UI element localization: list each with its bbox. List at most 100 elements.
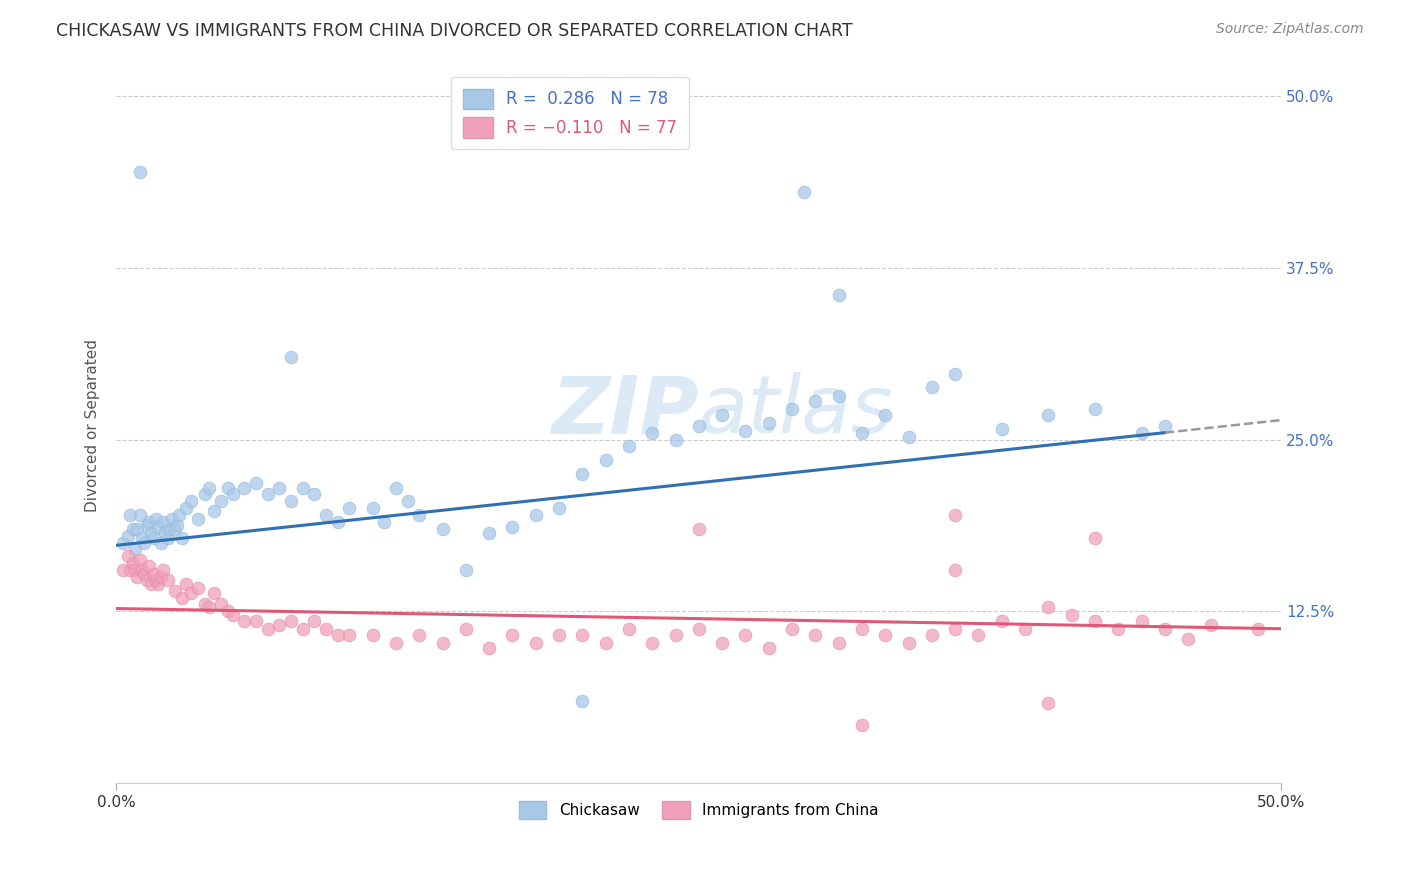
Point bbox=[159, 522, 181, 536]
Point bbox=[595, 453, 617, 467]
Point bbox=[1084, 614, 1107, 628]
Point bbox=[943, 367, 966, 381]
Point bbox=[280, 350, 302, 364]
Point bbox=[315, 508, 337, 522]
Point bbox=[315, 622, 337, 636]
Point bbox=[128, 164, 150, 178]
Point bbox=[120, 508, 142, 522]
Point bbox=[148, 576, 170, 591]
Point bbox=[524, 508, 547, 522]
Point bbox=[194, 487, 217, 501]
Point bbox=[124, 563, 146, 577]
Point bbox=[194, 598, 217, 612]
Point bbox=[145, 512, 167, 526]
Point bbox=[141, 525, 163, 540]
Point bbox=[187, 581, 209, 595]
Point bbox=[163, 583, 186, 598]
Text: atlas: atlas bbox=[699, 373, 894, 450]
Point bbox=[478, 641, 501, 656]
Point bbox=[127, 522, 149, 536]
Text: Source: ZipAtlas.com: Source: ZipAtlas.com bbox=[1216, 22, 1364, 37]
Point bbox=[711, 636, 734, 650]
Point bbox=[291, 481, 314, 495]
Point bbox=[454, 563, 477, 577]
Point bbox=[1130, 425, 1153, 440]
Point bbox=[156, 532, 179, 546]
Point bbox=[432, 522, 454, 536]
Point bbox=[804, 394, 827, 409]
Point bbox=[269, 481, 291, 495]
Point bbox=[138, 558, 160, 573]
Point bbox=[180, 494, 202, 508]
Point bbox=[304, 614, 326, 628]
Point bbox=[501, 520, 523, 534]
Point bbox=[174, 501, 197, 516]
Point bbox=[373, 515, 395, 529]
Point bbox=[827, 288, 849, 302]
Point bbox=[233, 481, 256, 495]
Point bbox=[501, 627, 523, 641]
Point bbox=[174, 576, 197, 591]
Point bbox=[943, 622, 966, 636]
Point bbox=[758, 641, 780, 656]
Point bbox=[734, 627, 756, 641]
Point bbox=[135, 517, 157, 532]
Point bbox=[269, 618, 291, 632]
Point bbox=[1177, 632, 1199, 646]
Point bbox=[117, 549, 139, 564]
Point bbox=[921, 627, 943, 641]
Point bbox=[1107, 622, 1129, 636]
Point bbox=[256, 622, 278, 636]
Point bbox=[1038, 600, 1060, 615]
Point bbox=[121, 556, 143, 570]
Point bbox=[1154, 418, 1177, 433]
Point bbox=[943, 508, 966, 522]
Point bbox=[337, 501, 360, 516]
Point bbox=[454, 622, 477, 636]
Point bbox=[138, 515, 160, 529]
Point bbox=[217, 481, 239, 495]
Point bbox=[734, 424, 756, 438]
Point bbox=[166, 517, 188, 532]
Point bbox=[142, 532, 165, 546]
Point bbox=[1038, 408, 1060, 422]
Point bbox=[256, 487, 278, 501]
Point bbox=[1247, 622, 1270, 636]
Point bbox=[1014, 622, 1036, 636]
Point bbox=[124, 542, 146, 557]
Point bbox=[617, 622, 640, 636]
Point bbox=[145, 573, 167, 587]
Point bbox=[1038, 697, 1060, 711]
Point bbox=[1084, 532, 1107, 546]
Y-axis label: Divorced or Separated: Divorced or Separated bbox=[86, 339, 100, 512]
Point bbox=[827, 388, 849, 402]
Point bbox=[1201, 618, 1223, 632]
Point bbox=[897, 430, 920, 444]
Point bbox=[897, 636, 920, 650]
Point bbox=[163, 522, 186, 536]
Point bbox=[121, 522, 143, 536]
Point bbox=[1130, 614, 1153, 628]
Point bbox=[180, 586, 202, 600]
Point bbox=[134, 567, 156, 582]
Point bbox=[571, 627, 593, 641]
Point bbox=[167, 508, 190, 522]
Point bbox=[851, 622, 873, 636]
Point bbox=[408, 508, 430, 522]
Point bbox=[664, 433, 686, 447]
Point bbox=[548, 501, 571, 516]
Point bbox=[595, 636, 617, 650]
Point bbox=[385, 481, 408, 495]
Point bbox=[128, 508, 150, 522]
Point bbox=[711, 408, 734, 422]
Point bbox=[131, 563, 153, 577]
Point bbox=[326, 515, 349, 529]
Point bbox=[209, 598, 232, 612]
Point bbox=[135, 573, 157, 587]
Point bbox=[112, 563, 135, 577]
Point bbox=[478, 525, 501, 540]
Point bbox=[1154, 622, 1177, 636]
Point bbox=[148, 520, 170, 534]
Point bbox=[233, 614, 256, 628]
Point bbox=[408, 627, 430, 641]
